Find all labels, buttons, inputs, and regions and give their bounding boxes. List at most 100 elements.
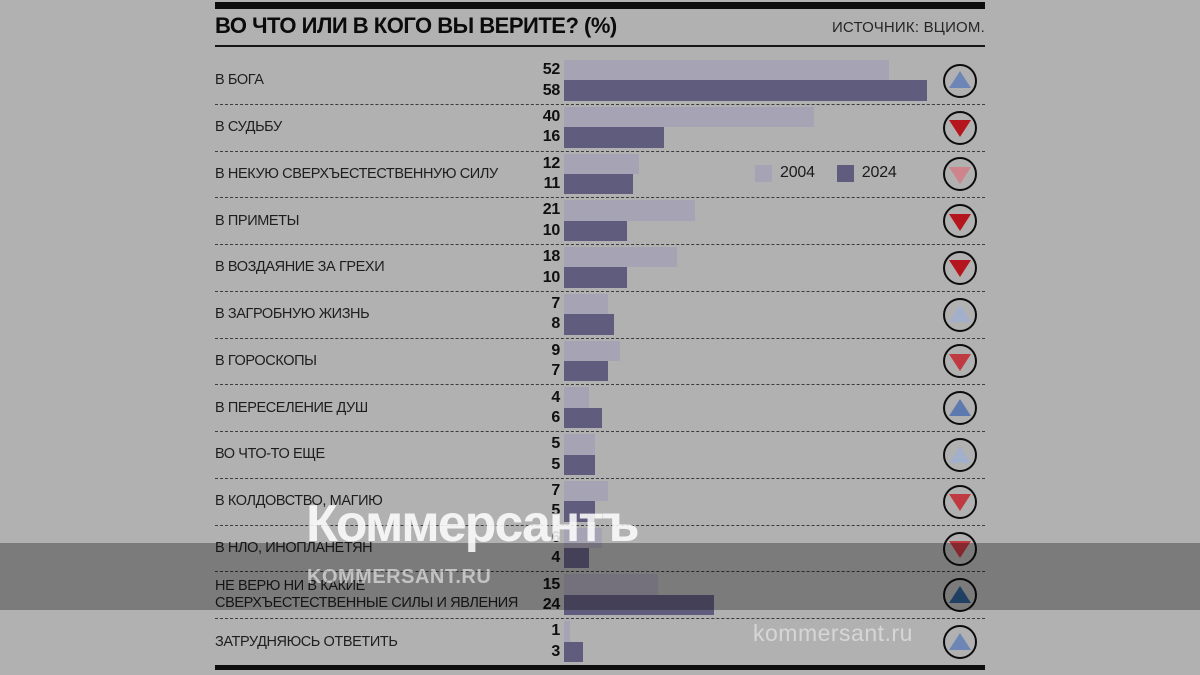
- bar-2024: [564, 594, 714, 616]
- legend-label-2004: 2004: [780, 164, 815, 181]
- bar-pair: [564, 434, 925, 475]
- value-2024: 5: [551, 502, 560, 520]
- kommersant-ru-watermark: KOMMERSANT.RU: [307, 566, 492, 588]
- dark-watermark-band: [0, 543, 1200, 610]
- value-2024: 24: [542, 596, 561, 613]
- category-label: ЗАТРУДНЯЮСЬ ОТВЕТИТЬ: [215, 633, 398, 650]
- category-label: В ПРИМЕТЫ: [215, 212, 300, 229]
- value-labels: 12 11: [215, 154, 561, 195]
- category-label: В КОЛДОВСТВО, МАГИЮ: [215, 493, 383, 510]
- bar-2024: [564, 267, 627, 288]
- bar-2004: [564, 434, 596, 455]
- category-label: НЕ ВЕРЮ НИ В КАКИЕ СВЕРХЪЕСТЕСТВЕННЫЕ СИЛ…: [215, 578, 518, 612]
- category-label: В БОГА: [215, 72, 264, 89]
- value-2024: 11: [543, 175, 561, 193]
- bar-2024: [564, 220, 627, 242]
- value-2024: 16: [542, 128, 561, 146]
- value-2004: 5: [551, 435, 560, 453]
- bar-2024: [564, 173, 633, 195]
- value-2004: 12: [542, 154, 561, 172]
- trend-down-icon: [943, 204, 977, 239]
- value-labels: 15 24: [215, 574, 561, 615]
- bar-2024: [564, 314, 614, 335]
- trend-up-icon: [943, 625, 977, 660]
- category-label: В НЕКУЮ СВЕРХЪЕСТЕСТВЕННУЮ СИЛУ: [215, 165, 498, 182]
- title-underline: [215, 45, 985, 47]
- chart-row: ВО ЧТО-ТО ЕЩЕ 5 5: [215, 432, 985, 479]
- trend-down-icon: [943, 250, 977, 285]
- chart-row: В НЛО, ИНОПЛАНЕТЯН 6 4: [215, 526, 985, 573]
- trend-down-icon: [943, 531, 977, 566]
- bar-pair: [564, 387, 925, 429]
- chart-row: В СУДЬБУ 40 16: [215, 105, 985, 152]
- value-2004: 1: [551, 622, 560, 640]
- value-2024: 5: [551, 455, 560, 473]
- category-label: В ВОЗДАЯНИЕ ЗА ГРЕХИ: [215, 259, 385, 276]
- value-2004: 9: [551, 341, 560, 359]
- value-labels: 21 10: [215, 200, 561, 241]
- source-label: ИСТОЧНИК: ВЦИОМ.: [831, 19, 985, 36]
- trend-down-icon: [943, 344, 977, 379]
- value-2004: 6: [551, 528, 560, 546]
- value-2024: 6: [551, 408, 560, 426]
- chart-row: В БОГА 52 58: [215, 58, 985, 105]
- trend-up-icon: [943, 391, 977, 426]
- legend-label-2024: 2024: [861, 164, 897, 181]
- bar-2024: [564, 407, 602, 429]
- value-2024: 8: [551, 315, 560, 333]
- value-2024: 10: [542, 221, 561, 239]
- trend-up-icon: [943, 297, 977, 332]
- category-label: В НЛО, ИНОПЛАНЕТЯН: [215, 539, 373, 556]
- value-2024: 10: [542, 268, 561, 286]
- bar-2024: [564, 360, 608, 382]
- bar-pair: [564, 340, 925, 382]
- bar-pair: [564, 293, 925, 335]
- kommersant-ru-footer-watermark: kommersant.ru: [753, 620, 913, 646]
- bar-2004: [564, 387, 589, 408]
- value-2004: 4: [551, 388, 560, 406]
- bar-2024: [564, 80, 927, 101]
- chart-title: ВО ЧТО ИЛИ В КОГО ВЫ ВЕРИТЕ? (%): [215, 13, 617, 38]
- value-labels: 40 16: [215, 107, 561, 148]
- top-black-bar: [215, 2, 985, 9]
- chart-row: В КОЛДОВСТВО, МАГИЮ 7 5: [215, 479, 985, 526]
- kommersant-logo-watermark: Коммерсантъ: [306, 495, 640, 553]
- bar-2004: [564, 480, 608, 502]
- chart-row: В ВОЗДАЯНИЕ ЗА ГРЕХИ 18 10: [215, 245, 985, 292]
- bar-2024: [564, 641, 583, 662]
- chart-rows: В БОГА 52 58 В СУДЬБУ 40 16 В НЕКУЮ СВЕРХЪЕСТЕ…: [215, 58, 985, 665]
- bar-2024: [564, 501, 596, 522]
- bar-2004: [564, 340, 621, 361]
- trend-down-icon: [943, 157, 977, 192]
- bar-2004: [564, 60, 889, 81]
- bar-2004: [564, 153, 639, 174]
- category-label: ВО ЧТО-ТО ЕЩЕ: [215, 446, 325, 463]
- bar-pair: [564, 574, 925, 616]
- value-2004: 18: [542, 248, 561, 266]
- value-labels: 52 58: [215, 60, 561, 101]
- bar-pair: [564, 527, 925, 569]
- chart-row: В ПРИМЕТЫ 21 10: [215, 198, 985, 246]
- trend-down-icon: [943, 110, 977, 145]
- bar-pair: [564, 200, 925, 242]
- bar-pair: [564, 621, 925, 662]
- value-2004: 15: [542, 575, 561, 593]
- category-label: В СУДЬБУ: [215, 119, 282, 136]
- value-2024: 7: [551, 362, 560, 380]
- bar-2024: [564, 454, 596, 475]
- value-2024: 4: [551, 549, 560, 567]
- legend-swatch-2024: [836, 164, 854, 182]
- value-labels: 18 10: [215, 247, 561, 288]
- value-2024: 3: [551, 642, 560, 660]
- value-2004: 21: [542, 201, 561, 219]
- legend-swatch-2004: [755, 164, 772, 182]
- bar-2024: [564, 127, 664, 148]
- chart-row: НЕ ВЕРЮ НИ В КАКИЕ СВЕРХЪЕСТЕСТВЕННЫЕ СИЛ…: [215, 572, 985, 620]
- trend-up-icon: [943, 63, 977, 98]
- category-label: В ПЕРЕСЕЛЕНИЕ ДУШ: [215, 399, 368, 416]
